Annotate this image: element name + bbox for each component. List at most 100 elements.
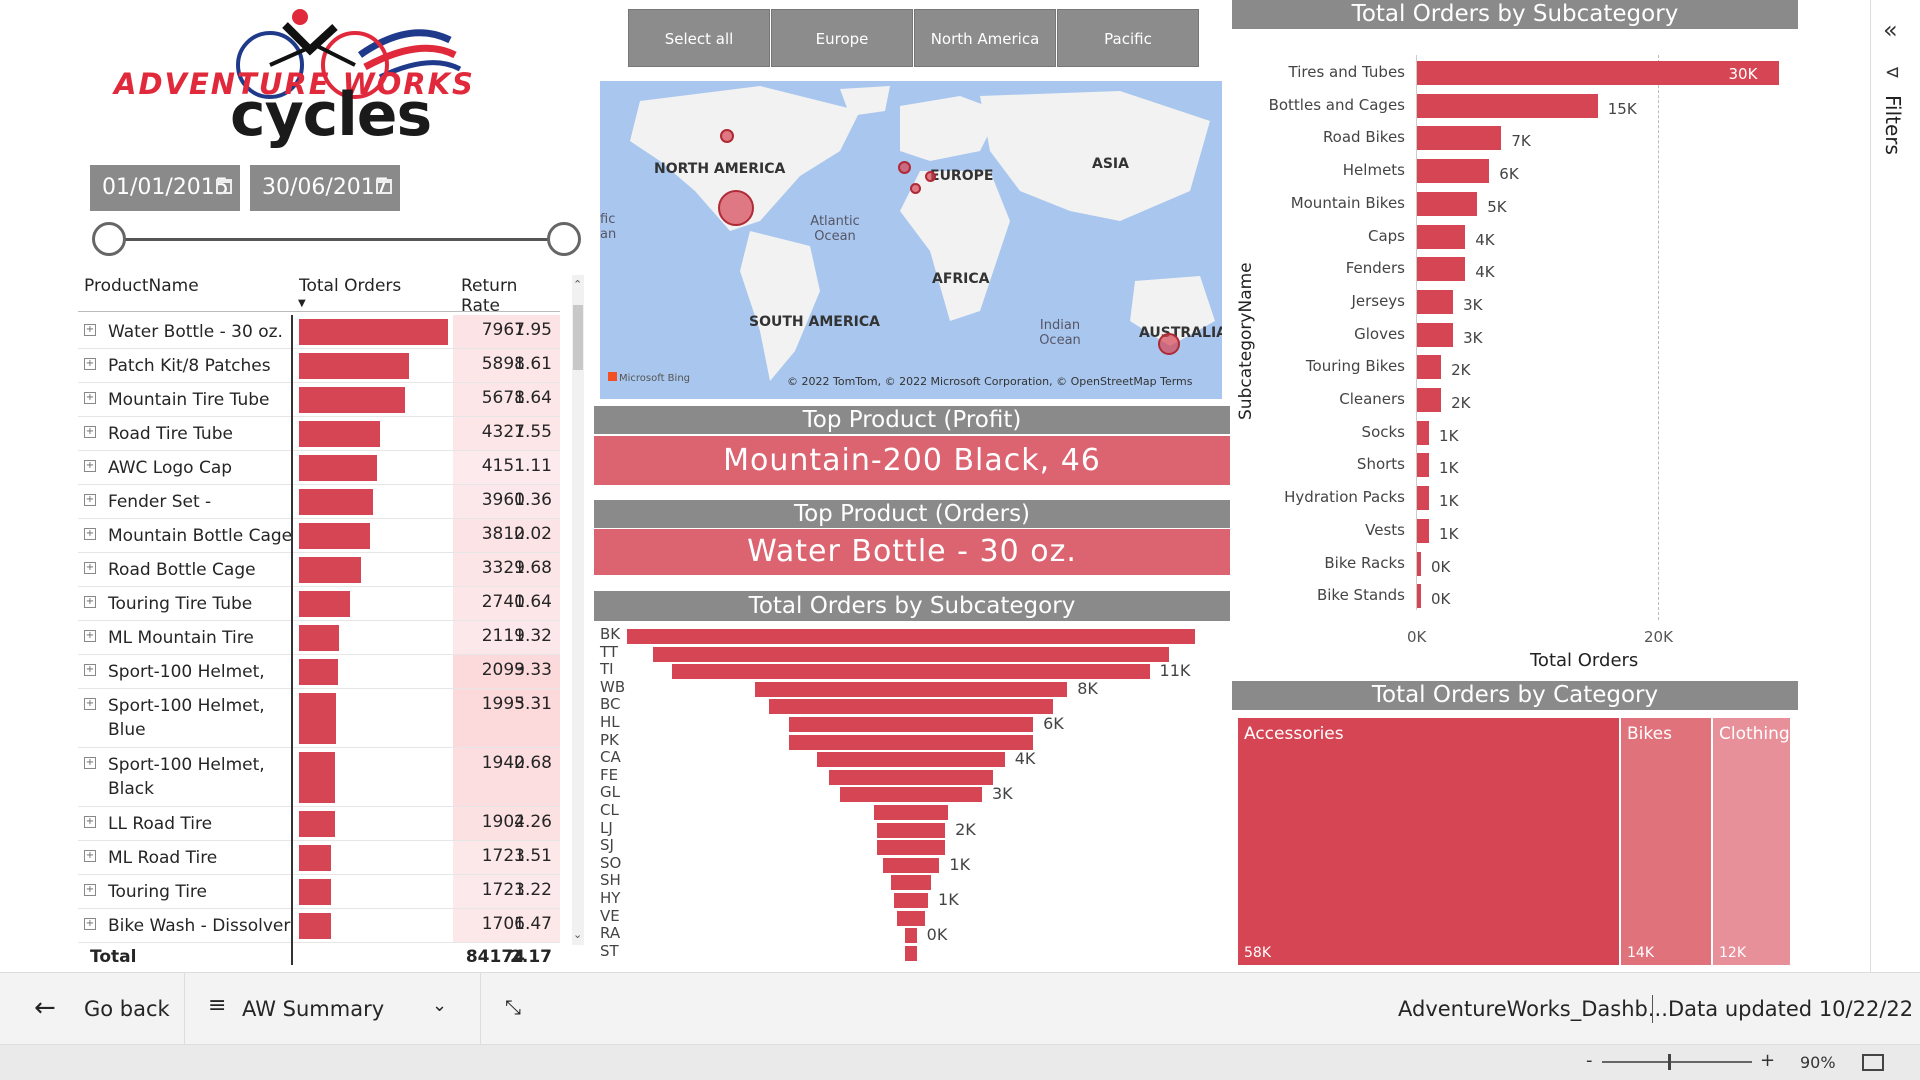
- table-row[interactable]: + LL Road Tire 1904 2.26: [78, 807, 560, 841]
- zoom-in-icon[interactable]: +: [1760, 1050, 1776, 1071]
- treemap-tile[interactable]: Clothing 12K: [1713, 718, 1790, 965]
- scroll-up-icon[interactable]: ⌃: [573, 278, 583, 291]
- col-header-total-orders[interactable]: Total Orders: [299, 276, 402, 296]
- map-bubble-usa[interactable]: [718, 190, 754, 226]
- funnel-bar[interactable]: [876, 822, 946, 838]
- expand-icon[interactable]: +: [84, 358, 96, 370]
- funnel-bar[interactable]: [874, 805, 948, 820]
- expand-icon[interactable]: +: [84, 460, 96, 472]
- funnel-bar[interactable]: [905, 945, 917, 961]
- table-row[interactable]: + Bike Wash - Dissolver 1706 1.47: [78, 909, 560, 943]
- table-row[interactable]: + Water Bottle - 30 oz. 7967 1.95: [78, 315, 560, 349]
- funnel-bar[interactable]: [876, 840, 946, 856]
- col-header-return-rate[interactable]: Return Rate: [461, 276, 518, 316]
- calendar-icon[interactable]: [376, 179, 392, 194]
- back-arrow-icon[interactable]: ←: [34, 993, 56, 1023]
- table-row[interactable]: + Sport-100 Helmet, Black 1940 2.68: [78, 748, 560, 807]
- funnel-bar[interactable]: [817, 752, 1005, 768]
- minimize-icon[interactable]: ⤡: [505, 995, 521, 1019]
- subcategory-bar[interactable]: [1417, 584, 1421, 609]
- region-button-select-all[interactable]: Select all: [628, 9, 770, 67]
- map-attribution[interactable]: © 2022 TomTom, © 2022 Microsoft Corporat…: [787, 375, 1193, 388]
- expand-icon[interactable]: +: [84, 884, 96, 896]
- subcategory-bar[interactable]: [1417, 159, 1490, 184]
- table-scrollbar-thumb[interactable]: [573, 305, 583, 370]
- expand-icon[interactable]: +: [84, 426, 96, 438]
- zoom-out-icon[interactable]: -: [1586, 1050, 1593, 1071]
- region-button-pacific[interactable]: Pacific: [1057, 9, 1199, 67]
- expand-icon[interactable]: +: [84, 324, 96, 336]
- table-row[interactable]: + Road Tire Tube 4327 1.55: [78, 417, 560, 451]
- zoom-slider-handle[interactable]: [1668, 1054, 1671, 1070]
- map-bubble-france[interactable]: [910, 183, 921, 194]
- table-row[interactable]: + Touring Tire Tube 2740 1.64: [78, 587, 560, 621]
- funnel-bar[interactable]: [788, 734, 1034, 750]
- funnel-bar[interactable]: [882, 857, 940, 873]
- subcategory-bar[interactable]: [1417, 126, 1502, 151]
- treemap-tile[interactable]: Accessories 58K: [1238, 718, 1619, 965]
- table-row[interactable]: + Road Bottle Cage 3329 1.68: [78, 553, 560, 587]
- subcategory-bar[interactable]: [1417, 93, 1598, 118]
- funnel-bar[interactable]: [896, 910, 926, 926]
- subcategory-bar[interactable]: [1417, 518, 1430, 543]
- treemap-tile[interactable]: Bikes 14K: [1621, 718, 1711, 965]
- subcategory-bar[interactable]: [1417, 289, 1454, 314]
- start-date-input[interactable]: 01/01/2015: [90, 165, 240, 211]
- expand-icon[interactable]: +: [84, 392, 96, 404]
- orders-map[interactable]: NORTH AMERICA EUROPE ASIA AFRICA SOUTH A…: [600, 81, 1222, 399]
- map-bubble-canada[interactable]: [720, 129, 734, 143]
- zoom-level[interactable]: 90%: [1800, 1053, 1836, 1072]
- go-back-button[interactable]: Go back: [84, 997, 170, 1021]
- funnel-bar[interactable]: [893, 893, 929, 908]
- funnel-bar[interactable]: [627, 629, 1195, 644]
- expand-icon[interactable]: +: [84, 816, 96, 828]
- page-list-icon[interactable]: ≡: [208, 993, 227, 1018]
- subcategory-bar[interactable]: [1417, 191, 1478, 216]
- region-button-north-america[interactable]: North America: [914, 9, 1056, 67]
- expand-icon[interactable]: +: [84, 562, 96, 574]
- region-button-europe[interactable]: Europe: [771, 9, 913, 67]
- table-row[interactable]: + Sport-100 Helmet, 2099 3.33: [78, 655, 560, 689]
- subcategory-bar-chart[interactable]: Tires and Tubes 30K Bottles and Cages 15K Ro…: [0, 0, 1779, 609]
- category-treemap[interactable]: Accessories 58K Bikes 14K Clothing 12K: [0, 0, 1790, 965]
- funnel-bar[interactable]: [754, 681, 1068, 697]
- calendar-icon[interactable]: [216, 179, 232, 194]
- subcategory-bar[interactable]: [1417, 355, 1442, 380]
- funnel-bar[interactable]: [891, 875, 931, 891]
- expand-icon[interactable]: +: [84, 596, 96, 608]
- map-bubble-germany[interactable]: [925, 171, 936, 182]
- expand-icon[interactable]: +: [84, 630, 96, 642]
- table-row[interactable]: + Patch Kit/8 Patches 5898 1.61: [78, 349, 560, 383]
- map-bubble-uk[interactable]: [898, 161, 911, 174]
- subcategory-bar[interactable]: [1417, 453, 1430, 478]
- filters-pane[interactable]: « ⊲ Filters: [1870, 0, 1920, 972]
- table-row[interactable]: + Fender Set - 3960 1.36: [78, 485, 560, 519]
- expand-icon[interactable]: +: [84, 918, 96, 930]
- table-row[interactable]: + ML Mountain Tire 2119 1.32: [78, 621, 560, 655]
- chevron-down-icon[interactable]: ⌄: [432, 995, 448, 1016]
- fit-to-page-icon[interactable]: [1862, 1054, 1884, 1071]
- expand-icon[interactable]: +: [84, 850, 96, 862]
- subcategory-bar[interactable]: [1417, 61, 1779, 85]
- table-row[interactable]: + ML Road Tire 1723 1.51: [78, 841, 560, 875]
- expand-icon[interactable]: +: [84, 494, 96, 506]
- table-row[interactable]: + Touring Tire 1723 1.22: [78, 875, 560, 909]
- subcategory-bar[interactable]: [1417, 224, 1466, 249]
- subcategory-bar[interactable]: [1417, 486, 1430, 511]
- page-selector[interactable]: AW Summary: [242, 997, 385, 1021]
- col-header-productname[interactable]: ProductName: [84, 276, 199, 296]
- date-slider-end-handle[interactable]: [547, 222, 581, 256]
- expand-icon[interactable]: +: [84, 528, 96, 540]
- filters-label[interactable]: Filters: [1881, 95, 1905, 155]
- table-row[interactable]: + AWC Logo Cap 4151 1.11: [78, 451, 560, 485]
- end-date-input[interactable]: 30/06/2017: [250, 165, 400, 211]
- expand-icon[interactable]: +: [84, 664, 96, 676]
- funnel-bar[interactable]: [788, 717, 1034, 732]
- funnel-bar[interactable]: [905, 928, 917, 944]
- zoom-slider-track[interactable]: [1602, 1061, 1752, 1063]
- funnel-bar[interactable]: [672, 664, 1150, 680]
- date-slider-track[interactable]: [108, 238, 563, 241]
- subcategory-bar[interactable]: [1417, 388, 1442, 412]
- map-bubble-australia[interactable]: [1158, 333, 1180, 355]
- table-row[interactable]: + Mountain Tire Tube 5678 1.64: [78, 383, 560, 417]
